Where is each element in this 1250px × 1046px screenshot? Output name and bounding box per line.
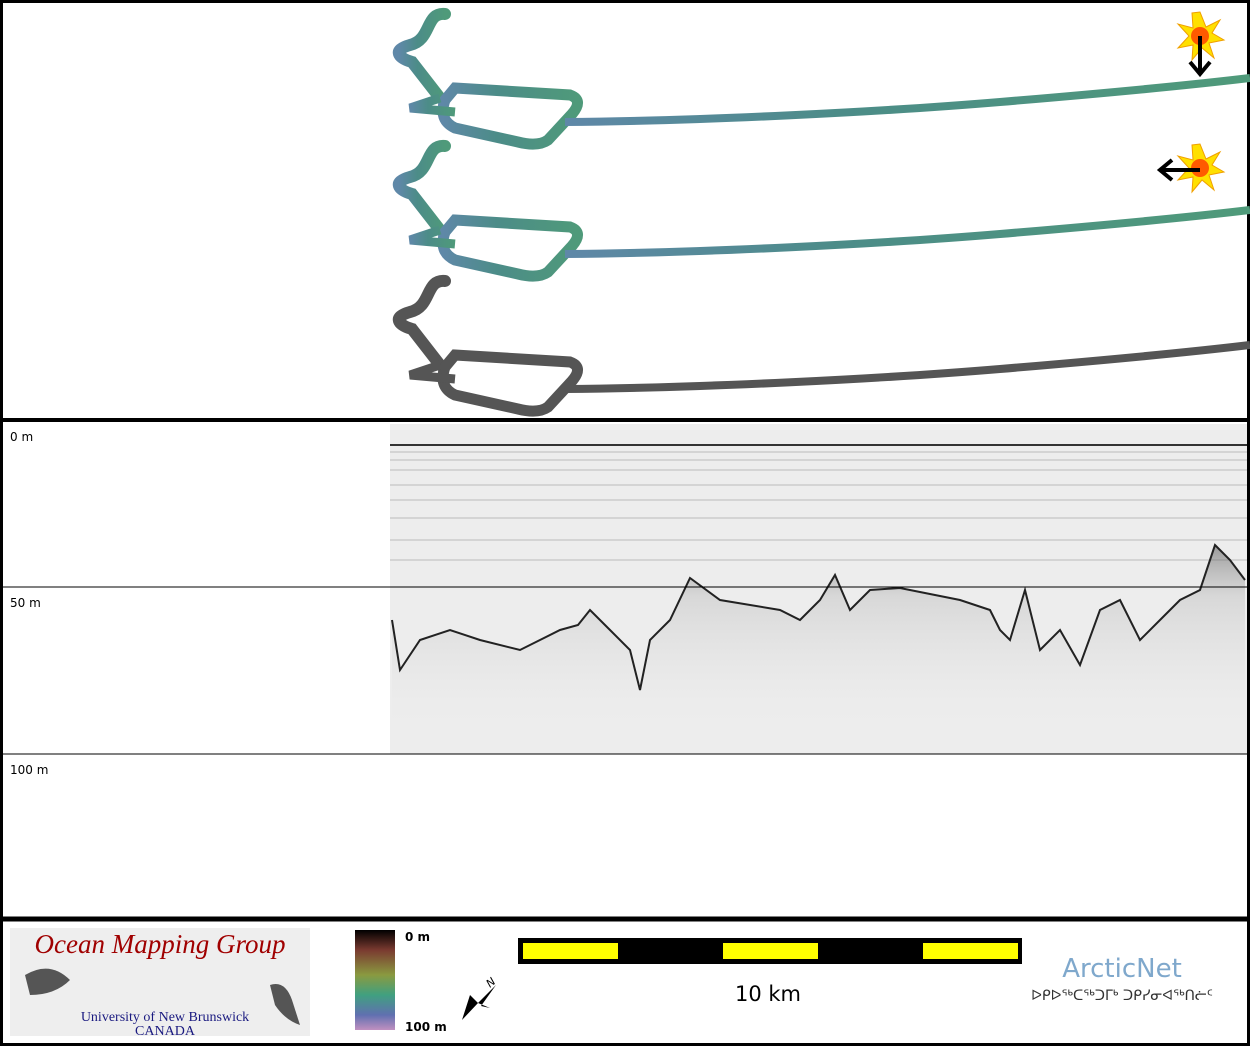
arrow [1156,158,1200,182]
compass-north: N [484,975,499,990]
logo-university: University of New Brunswick [81,1010,249,1025]
logo-fish-icon [270,984,300,1025]
depth-label: 100 m [10,763,48,777]
scale-segment [523,943,618,959]
track-bathymetry [399,146,1250,276]
logo-title: Ocean Mapping Group [35,929,286,959]
logo-sonar-icon [25,968,70,995]
depth-label: 0 m [10,430,33,444]
compass-rose [462,985,496,1020]
water-column-lines [390,451,1247,561]
track-backscatter [399,14,1250,144]
logo-country: CANADA [135,1024,196,1039]
colorbar-label: 100 m [405,1020,447,1034]
depth-label: 50 m [10,596,41,610]
scale-label: 10 km [735,982,801,1006]
colorbar [355,930,395,1030]
seabed [391,543,1246,691]
track-grayscale [399,281,1250,411]
partner-name: ArcticNet [1062,954,1182,984]
partner-syllabics: ᐅᑭᐅᖅᑕᖅᑐᒥᒃ ᑐᑭᓯᓂᐊᖅᑎᓖᑦ [1031,988,1213,1004]
scale-segment [723,943,818,959]
arrow [1188,36,1212,78]
scale-segment [923,943,1018,959]
sediment [392,545,1245,754]
colorbar-label: 0 m [405,930,430,944]
